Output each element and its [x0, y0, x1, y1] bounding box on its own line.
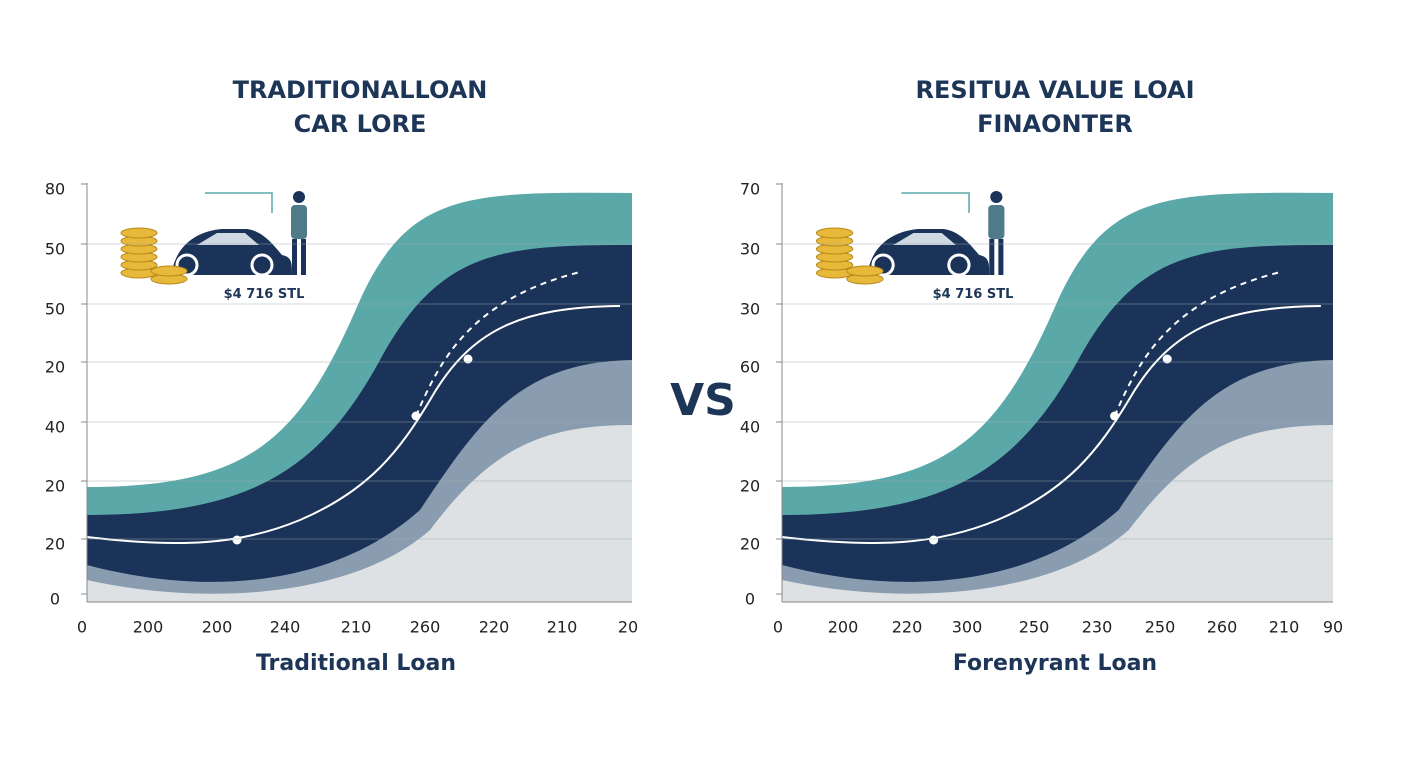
x-tick-label: 220	[892, 618, 923, 637]
title: TRADITIONALLOAN	[233, 76, 488, 104]
x-tick-label: 240	[270, 618, 301, 637]
y-tick-label: 0	[745, 590, 755, 609]
x-tick-label: 260	[410, 618, 441, 637]
x-tick-label: 0	[773, 618, 783, 637]
x-tick-label: 300	[952, 618, 983, 637]
x-tick-label: 90	[1323, 618, 1343, 637]
y-tick-label: 20	[45, 535, 65, 554]
y-tick-label: 60	[740, 358, 760, 377]
x-tick-label: 200	[133, 618, 164, 637]
x-tick-label: 260	[1207, 618, 1238, 637]
x-tick-label: 220	[479, 618, 510, 637]
x-tick-label: 0	[77, 618, 87, 637]
y-tick-label: 0	[50, 590, 60, 609]
vs-label: VS	[670, 375, 736, 426]
y-tick-label: 20	[740, 535, 760, 554]
x-tick-label: 230	[1082, 618, 1113, 637]
x-tick-label: 210	[341, 618, 372, 637]
y-tick-label: 20	[45, 358, 65, 377]
x-tick-label: 200	[828, 618, 859, 637]
title: FINAONTER	[977, 110, 1133, 138]
y-tick-label: 50	[45, 240, 65, 259]
panel-left: TRADITIONALLOAN CAR LORE $4 716 STL Trad…	[85, 76, 634, 676]
annotation: $4 716 STL	[933, 287, 1014, 302]
panel-right: RESITUA VALUE LOAI FINAONTER $4 716 STL …	[780, 76, 1335, 676]
x-axis-label: Forenyrant Loan	[953, 651, 1157, 676]
y-tick-label: 40	[740, 418, 760, 437]
y-tick-label: 40	[45, 418, 65, 437]
y-tick-label: 70	[740, 180, 760, 199]
y-tick-label: 30	[740, 240, 760, 259]
title: CAR LORE	[294, 110, 427, 138]
x-tick-label: 20	[618, 618, 638, 637]
y-tick-label: 20	[740, 477, 760, 496]
y-tick-label: 80	[45, 180, 65, 199]
y-tick-label: 50	[45, 300, 65, 319]
x-tick-label: 200	[202, 618, 233, 637]
x-tick-label: 250	[1019, 618, 1050, 637]
y-tick-label: 20	[45, 477, 65, 496]
x-tick-label: 250	[1145, 618, 1176, 637]
annotation: $4 716 STL	[224, 287, 305, 302]
x-axis-label: Traditional Loan	[256, 651, 456, 676]
x-tick-label: 210	[547, 618, 578, 637]
x-tick-label: 210	[1269, 618, 1300, 637]
title: RESITUA VALUE LOAI	[915, 76, 1194, 104]
y-tick-label: 30	[740, 300, 760, 319]
